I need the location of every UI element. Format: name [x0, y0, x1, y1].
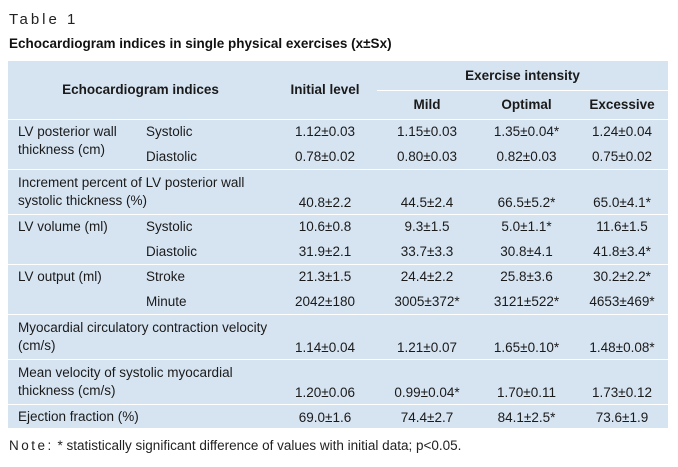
cell-optimal: 1.65±0.10* [477, 313, 576, 359]
row-label: Ejection fraction (%) [8, 403, 273, 430]
cell-initial: 2042±180 [295, 293, 355, 309]
table-title: Echocardiogram indices in single physica… [9, 36, 392, 51]
table-row: LV posterior wall thickness (cm) Systolic… [8, 118, 669, 169]
cell-excessive: 11.6±1.5 [576, 213, 669, 239]
header-indices: Echocardiogram indices [62, 82, 219, 98]
note-text: * statistically significant difference o… [53, 438, 462, 453]
table-row: Increment percent of LV posterior wall s… [8, 168, 669, 214]
cell-mild: 44.5±2.4 [377, 168, 477, 214]
header-exercise-intensity: Exercise intensity [377, 61, 669, 91]
cell-excessive: 0.75±0.02 [592, 148, 652, 164]
data-table: Echocardiogram indices Initial level Exe… [8, 61, 669, 430]
row-sub-label: Stroke [142, 263, 273, 289]
row-sub-label: Minute [146, 293, 187, 309]
cell-mild: 74.4±2.7 [377, 403, 477, 430]
cell-mild: 1.15±0.03 [377, 118, 477, 144]
cell-initial: 1.12±0.03 [273, 118, 377, 144]
cell-excessive: 65.0±4.1* [576, 168, 669, 214]
cell-optimal: 30.8±4.1 [500, 243, 553, 259]
header-mild: Mild [413, 97, 441, 112]
cell-mild: 9.3±1.5 [377, 213, 477, 239]
data-table-container: Echocardiogram indices Initial level Exe… [8, 61, 669, 430]
table-row: Minute 2042±180 3005±372* 3121±522* 4653±469… [8, 289, 668, 314]
cell-optimal: 3121±522* [493, 293, 560, 309]
row-sub-label: Systolic [142, 213, 273, 239]
cell-initial: 0.78±0.02 [295, 148, 355, 164]
table-row: Myocardial circulatory contraction veloc… [8, 313, 669, 359]
table-row: LV volume (ml) Systolic 10.6±0.8 9.3±1.5 5.0… [8, 213, 669, 264]
cell-excessive: 1.24±0.04 [576, 118, 669, 144]
cell-optimal: 0.82±0.03 [496, 148, 557, 164]
cell-optimal: 66.5±5.2* [477, 168, 576, 214]
cell-mild: 0.80±0.03 [397, 148, 457, 164]
table-row: Diastolic 31.9±2.1 33.7±3.3 30.8±4.1 41.8±3.… [8, 239, 668, 264]
table-row: Ejection fraction (%) 69.0±1.6 74.4±2.7 84.… [8, 403, 669, 430]
cell-mild: 24.4±2.2 [377, 263, 477, 289]
row-sub-label: Diastolic [146, 243, 198, 259]
cell-initial: 1.20±0.06 [273, 358, 377, 404]
row-group-label: LV output (ml) [8, 263, 142, 314]
note-label: Note: [9, 438, 54, 453]
row-label: Myocardial circulatory contraction veloc… [8, 313, 273, 359]
cell-initial: 10.6±0.8 [273, 213, 377, 239]
cell-mild: 3005±372* [394, 293, 460, 309]
cell-optimal: 25.8±3.6 [477, 263, 576, 289]
cell-excessive: 73.6±1.9 [576, 403, 669, 430]
header-initial-level: Initial level [290, 82, 360, 98]
cell-optimal: 1.70±0.11 [477, 358, 576, 404]
cell-excessive: 4653±469* [589, 293, 655, 309]
cell-initial: 21.3±1.5 [273, 263, 377, 289]
cell-mild: 0.99±0.04* [377, 358, 477, 404]
row-label: Increment percent of LV posterior wall s… [8, 168, 273, 214]
table-row: Diastolic 0.78±0.02 0.80±0.03 0.82±0.03 0.75… [8, 144, 668, 169]
cell-excessive: 30.2±2.2* [576, 263, 669, 289]
table-row: LV output (ml) Stroke 21.3±1.5 24.4±2.2 25.8… [8, 263, 669, 314]
cell-mild: 33.7±3.3 [400, 243, 454, 259]
cell-optimal: 1.35±0.04* [477, 118, 576, 144]
row-sub-label: Systolic [142, 118, 273, 144]
cell-initial: 31.9±2.1 [298, 243, 352, 259]
cell-initial: 69.0±1.6 [273, 403, 377, 430]
cell-excessive: 1.73±0.12 [576, 358, 669, 404]
cell-excessive: 1.48±0.08* [576, 313, 669, 359]
cell-initial: 1.14±0.04 [273, 313, 377, 359]
table-footnote: Note: * statistically significant differ… [9, 438, 461, 453]
header-optimal: Optimal [501, 97, 552, 112]
cell-optimal: 84.1±2.5* [477, 403, 576, 430]
cell-mild: 1.21±0.07 [377, 313, 477, 359]
header-excessive: Excessive [589, 97, 655, 112]
row-sub-label: Diastolic [146, 148, 198, 164]
row-group-label: LV posterior wall thickness (cm) [8, 118, 142, 169]
cell-optimal: 5.0±1.1* [477, 213, 576, 239]
table-row: Mean velocity of systolic myocardial thi… [8, 358, 669, 404]
row-label: Mean velocity of systolic myocardial thi… [8, 358, 273, 404]
cell-excessive: 41.8±3.4* [593, 243, 651, 259]
row-group-label: LV volume (ml) [8, 213, 142, 264]
table-number-label: Table 1 [9, 11, 79, 28]
cell-initial: 40.8±2.2 [273, 168, 377, 214]
